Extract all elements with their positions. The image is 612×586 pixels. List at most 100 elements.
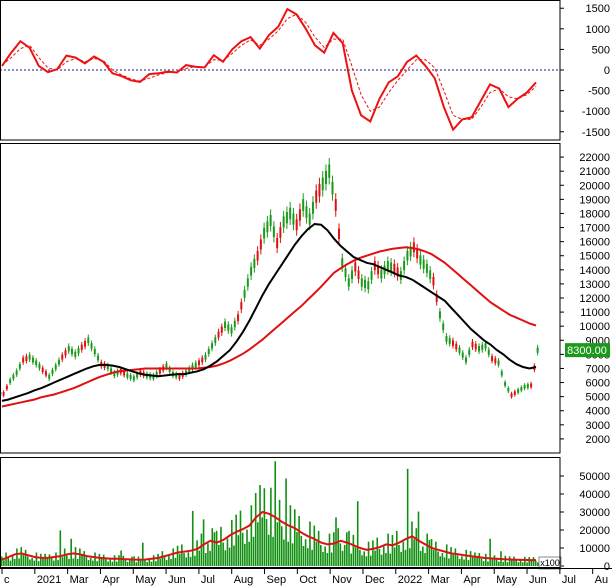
volume-bar <box>382 546 385 566</box>
y-tick-label: 7000 <box>586 363 610 375</box>
volume-bar <box>142 542 144 566</box>
candle-body <box>354 262 357 272</box>
candle-body <box>132 376 135 381</box>
candle-body <box>305 206 308 218</box>
candle-body <box>246 278 249 287</box>
candle-body <box>266 221 269 233</box>
candle-body <box>259 239 262 250</box>
y-tick-label: -500 <box>588 86 610 98</box>
volume-bar <box>0 556 3 566</box>
volume-bar <box>278 499 281 566</box>
volume-bar <box>85 557 88 566</box>
y-tick-label: 30000 <box>579 507 610 519</box>
volume-bar <box>422 546 424 566</box>
candle-body <box>139 370 142 375</box>
candle-body <box>364 279 367 289</box>
candle-body <box>474 343 477 350</box>
volume-bar <box>380 554 383 566</box>
candle-body <box>432 276 435 286</box>
candle-body <box>51 369 54 375</box>
volume-bar <box>53 560 55 566</box>
candle-body <box>126 373 129 378</box>
volume-bar <box>92 560 94 566</box>
volume-bar <box>443 557 446 566</box>
volume-bar <box>79 548 81 566</box>
volume-bar <box>489 538 491 566</box>
volume-bar <box>363 551 366 566</box>
y-tick-label: -1500 <box>582 127 610 139</box>
volume-bar <box>428 540 431 566</box>
candle-body <box>412 242 415 253</box>
candle-body <box>22 357 25 363</box>
candle-body <box>57 359 60 365</box>
candle-body <box>41 367 44 373</box>
candle-body <box>536 347 539 353</box>
candle-body <box>282 216 285 228</box>
candle-body <box>416 248 419 259</box>
volume-bar <box>309 521 311 566</box>
last-price-label: 8300.00 <box>567 345 607 357</box>
candle-body <box>129 374 132 379</box>
candle-body <box>2 392 5 396</box>
x-tick-label: May <box>135 574 156 586</box>
candle-body <box>344 268 347 278</box>
candle-body <box>253 258 256 269</box>
x-tick-label: Apr <box>102 574 119 586</box>
volume-bar <box>83 551 86 566</box>
volume-bar <box>404 549 407 566</box>
volume-bar <box>274 461 277 566</box>
candle-body <box>507 387 510 392</box>
volume-bar <box>152 555 155 566</box>
volume-bar <box>302 546 305 566</box>
volume-bar <box>322 551 324 566</box>
volume-bar <box>378 548 381 566</box>
volume-bar <box>63 548 66 566</box>
candle-body <box>220 326 223 333</box>
candle-body <box>390 262 393 272</box>
price-panel: 22000 21000 20000 19000 18000 17000 16000 15000… <box>0 152 610 446</box>
y-tick-label: 50000 <box>579 471 610 483</box>
macd-frame <box>0 0 561 141</box>
volume-bar <box>285 478 287 566</box>
candle-body <box>84 341 87 347</box>
volume-bar <box>469 551 472 566</box>
candle-body <box>487 349 490 355</box>
volume-bar <box>137 556 140 566</box>
candle-body <box>93 348 96 355</box>
y-tick-label: 20000 <box>579 525 610 537</box>
volume-bar <box>81 555 83 566</box>
volume-bar <box>224 550 227 566</box>
candle-body <box>448 338 451 344</box>
volume-bar <box>519 560 522 566</box>
volume-bar <box>513 556 515 566</box>
candle-body <box>155 371 158 377</box>
volume-bar <box>222 542 224 566</box>
volume-bar <box>398 544 400 566</box>
y-tick-label: 0 <box>604 561 610 573</box>
candle-body <box>302 199 305 211</box>
candle-body <box>380 269 383 279</box>
volume-bar <box>191 510 194 566</box>
volume-bar <box>474 552 476 566</box>
volume-bar <box>18 558 20 566</box>
volume-bar <box>304 539 307 566</box>
volume-bar <box>511 560 513 566</box>
volume-bar <box>239 510 242 566</box>
volume-bar <box>341 550 344 566</box>
candle-body <box>347 278 350 287</box>
volume-bar <box>128 560 131 566</box>
volume-bar <box>356 501 359 566</box>
candle-body <box>25 356 28 362</box>
candle-body <box>513 391 516 395</box>
candle-body <box>484 343 487 349</box>
volume-bar <box>506 562 509 566</box>
volume-bar <box>126 561 129 566</box>
x-tick-label: Oct <box>299 574 316 586</box>
volume-bar <box>146 562 148 566</box>
volume-bar <box>369 555 372 566</box>
candle-body <box>263 227 266 239</box>
volume-bar <box>365 556 368 566</box>
volume-bar <box>330 552 333 566</box>
volume-bar <box>324 546 326 566</box>
candle-body <box>54 364 57 370</box>
